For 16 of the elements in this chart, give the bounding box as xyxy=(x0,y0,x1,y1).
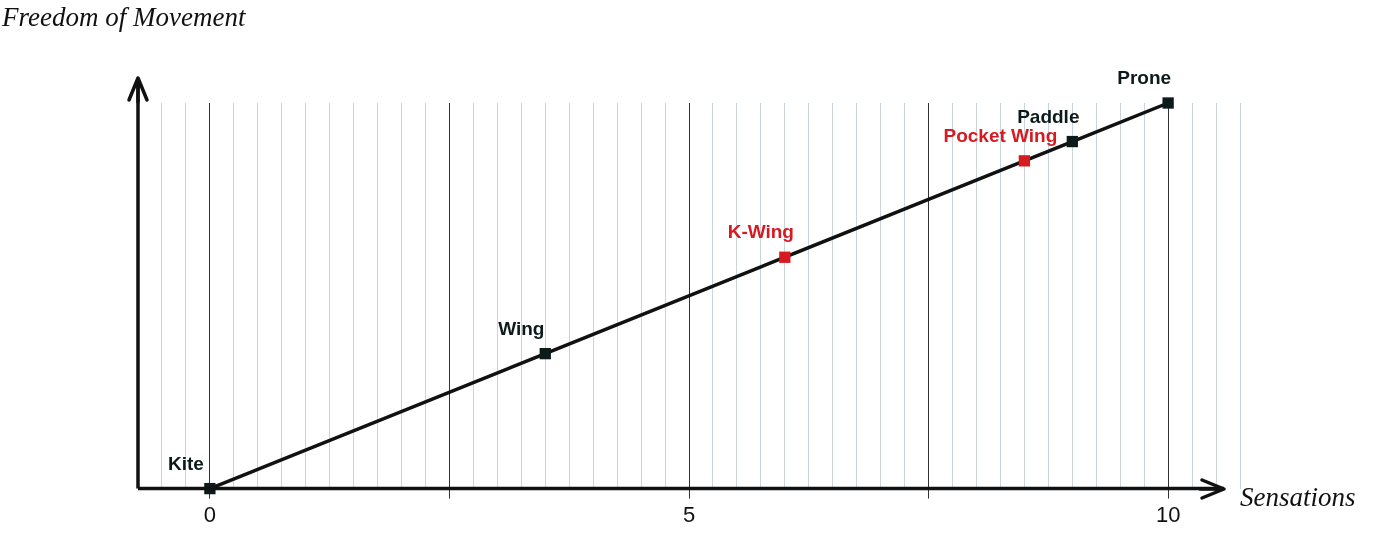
point xyxy=(1066,135,1078,148)
x-axis-title: Sensations xyxy=(1240,482,1356,513)
annotation: Kite xyxy=(167,452,204,474)
x-tick-label: 10 xyxy=(1155,501,1181,527)
annotation: Prone xyxy=(1117,67,1172,88)
annotation: K-Wing xyxy=(727,221,794,243)
annotation: Pocket Wing xyxy=(943,124,1058,146)
x-tick-label: 0 xyxy=(203,501,216,527)
annotation: Paddle xyxy=(1017,105,1080,127)
point xyxy=(1018,155,1031,167)
point xyxy=(779,251,791,263)
y-axis-title: Freedom of Movement xyxy=(2,2,246,33)
x-tick-label: 5 xyxy=(682,501,696,527)
point xyxy=(1162,97,1174,109)
annotation: Wing xyxy=(498,317,545,339)
point xyxy=(539,347,551,360)
